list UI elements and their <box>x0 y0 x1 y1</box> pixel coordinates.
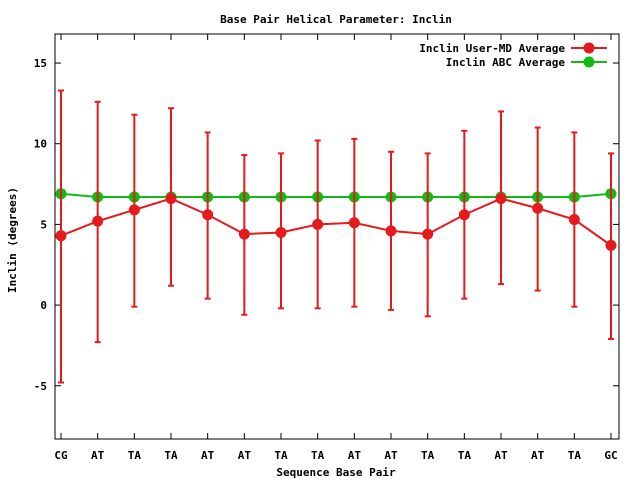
x-tick-label: TA <box>274 449 288 462</box>
data-point <box>92 215 104 227</box>
data-point <box>55 230 67 242</box>
data-point <box>312 218 324 230</box>
y-tick-label: 5 <box>40 218 47 231</box>
x-tick-label: AT <box>494 449 508 462</box>
x-tick-label: TA <box>568 449 582 462</box>
y-axis-label: Inclin (degrees) <box>6 187 19 293</box>
series-1 <box>55 188 617 203</box>
series-0 <box>55 89 617 384</box>
x-tick-label: CG <box>54 449 68 462</box>
legend-marker <box>583 56 595 68</box>
data-point <box>568 214 580 226</box>
x-tick-label: TA <box>421 449 435 462</box>
x-tick-label: TA <box>311 449 325 462</box>
x-tick-label: AT <box>531 449 545 462</box>
x-tick-label: GC <box>604 449 617 462</box>
data-point <box>238 228 250 240</box>
data-point <box>458 209 470 221</box>
x-tick-label: AT <box>91 449 105 462</box>
x-tick-label: TA <box>458 449 472 462</box>
data-point <box>348 217 360 229</box>
y-tick-label: 15 <box>34 57 47 70</box>
y-tick-label: 10 <box>34 138 47 151</box>
data-point <box>165 193 177 205</box>
data-point <box>128 204 140 216</box>
y-axis: -5 0 5 10 15 <box>34 57 619 393</box>
x-axis: CG AT TA TA AT AT TA TA AT AT TA TA AT AT TA GC <box>54 34 618 462</box>
series-layer <box>55 89 617 384</box>
x-tick-label: AT <box>384 449 398 462</box>
y-tick-label: 0 <box>40 299 47 312</box>
x-tick-label: TA <box>128 449 142 462</box>
data-point <box>495 193 507 205</box>
legend-marker <box>583 42 595 54</box>
x-axis-label: Sequence Base Pair <box>276 466 396 479</box>
data-point <box>605 239 617 251</box>
data-point <box>275 226 287 238</box>
x-tick-label: AT <box>238 449 252 462</box>
series-line <box>60 197 612 247</box>
data-point <box>202 209 214 221</box>
data-point <box>532 202 544 214</box>
legend-label: Inclin User-MD Average <box>419 42 565 55</box>
series-line <box>60 192 612 198</box>
x-tick-label: TA <box>164 449 178 462</box>
x-tick-label: AT <box>201 449 215 462</box>
data-point <box>422 228 434 240</box>
y-tick-label: -5 <box>34 380 47 393</box>
legend-label: Inclin ABC Average <box>446 56 566 69</box>
plot-frame <box>54 33 620 440</box>
x-tick-label: AT <box>348 449 362 462</box>
chart-title: Base Pair Helical Parameter: Inclin <box>220 13 452 26</box>
data-point <box>385 225 397 237</box>
